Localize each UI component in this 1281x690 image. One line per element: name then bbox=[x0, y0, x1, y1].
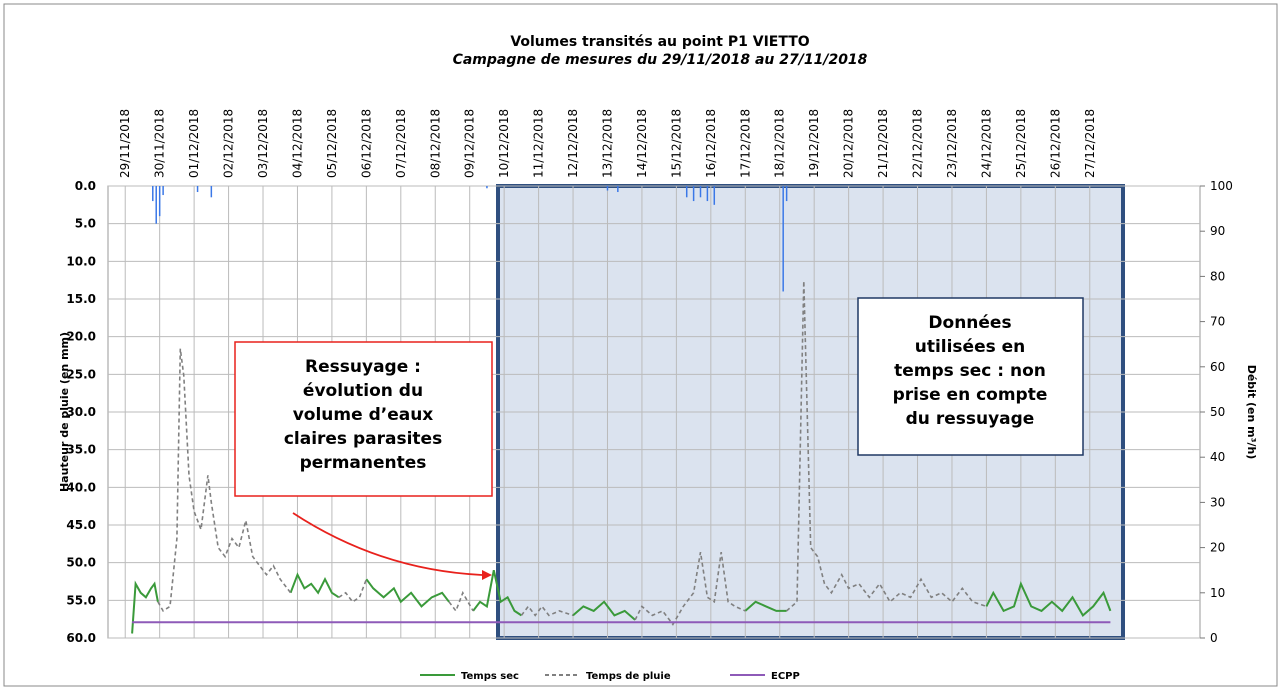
y-tick-label: 15.0 bbox=[66, 292, 96, 306]
legend-label: Temps sec bbox=[461, 671, 519, 682]
y-tick-label: 5.0 bbox=[75, 217, 96, 231]
legend-label: Temps de pluie bbox=[586, 671, 671, 682]
y-axis-label: Hauteur de pluie (en mm) bbox=[58, 332, 71, 492]
annotation-text: évolution du bbox=[303, 381, 423, 401]
x-tick-label: 07/12/2018 bbox=[394, 109, 408, 178]
chart-title: Volumes transités au point P1 VIETTO bbox=[510, 34, 809, 50]
x-tick-label: 17/12/2018 bbox=[738, 109, 752, 178]
annotation-text: Ressuyage : bbox=[305, 357, 421, 377]
y2-tick-label: 40 bbox=[1210, 450, 1225, 464]
x-tick-label: 04/12/2018 bbox=[290, 109, 304, 178]
y-tick-label: 10.0 bbox=[66, 254, 96, 268]
y2-tick-label: 0 bbox=[1210, 631, 1218, 645]
y2-tick-label: 100 bbox=[1210, 179, 1233, 193]
annotation-text: du ressuyage bbox=[906, 409, 1035, 429]
x-tick-label: 21/12/2018 bbox=[876, 109, 890, 178]
y-tick-label: 35.0 bbox=[66, 443, 96, 457]
arrow-head bbox=[482, 570, 492, 580]
x-tick-label: 30/11/2018 bbox=[153, 109, 167, 178]
x-tick-label: 11/12/2018 bbox=[532, 109, 546, 178]
x-tick-label: 05/12/2018 bbox=[325, 109, 339, 178]
annotation-box bbox=[857, 297, 1084, 456]
x-tick-label: 19/12/2018 bbox=[807, 109, 821, 178]
y-tick-label: 60.0 bbox=[66, 631, 96, 645]
y2-tick-label: 50 bbox=[1210, 405, 1225, 419]
x-tick-label: 13/12/2018 bbox=[600, 109, 614, 178]
y2-tick-label: 90 bbox=[1210, 224, 1225, 238]
x-tick-label: 23/12/2018 bbox=[945, 109, 959, 178]
x-tick-label: 02/12/2018 bbox=[222, 109, 236, 178]
y2-tick-label: 60 bbox=[1210, 360, 1225, 374]
y2-tick-label: 10 bbox=[1210, 586, 1225, 600]
y-tick-label: 50.0 bbox=[66, 556, 96, 570]
x-tick-label: 25/12/2018 bbox=[1014, 109, 1028, 178]
annotation-text: permanentes bbox=[300, 453, 427, 473]
chart-subtitle: Campagne de mesures du 29/11/2018 au 27/… bbox=[453, 52, 868, 68]
x-tick-label: 03/12/2018 bbox=[256, 109, 270, 178]
y-tick-label: 0.0 bbox=[75, 179, 96, 193]
x-tick-label: 22/12/2018 bbox=[911, 109, 925, 178]
x-tick-label: 01/12/2018 bbox=[187, 109, 201, 178]
annotation-text: utilisées en bbox=[915, 337, 1026, 357]
x-tick-label: 06/12/2018 bbox=[359, 109, 373, 178]
y2-tick-label: 30 bbox=[1210, 495, 1225, 509]
y2-axis-label: Débit (en m³/h) bbox=[1245, 365, 1258, 460]
x-tick-label: 09/12/2018 bbox=[463, 109, 477, 178]
annotation-text: prise en compte bbox=[893, 385, 1048, 405]
y-tick-label: 45.0 bbox=[66, 518, 96, 532]
x-tick-label: 29/11/2018 bbox=[118, 109, 132, 178]
y2-tick-label: 70 bbox=[1210, 315, 1225, 329]
legend-label: ECPP bbox=[771, 671, 800, 682]
annotation-text: Données bbox=[928, 313, 1011, 333]
x-tick-label: 20/12/2018 bbox=[842, 109, 856, 178]
series-line bbox=[157, 280, 987, 626]
y2-tick-label: 20 bbox=[1210, 541, 1225, 555]
x-tick-label: 27/12/2018 bbox=[1083, 109, 1097, 178]
x-tick-label: 08/12/2018 bbox=[428, 109, 442, 178]
x-tick-label: 26/12/2018 bbox=[1048, 109, 1062, 178]
x-tick-label: 15/12/2018 bbox=[669, 109, 683, 178]
x-tick-label: 24/12/2018 bbox=[979, 109, 993, 178]
x-tick-label: 10/12/2018 bbox=[497, 109, 511, 178]
annotation-text: claires parasites bbox=[284, 429, 442, 449]
x-tick-label: 14/12/2018 bbox=[635, 109, 649, 178]
y-tick-label: 25.0 bbox=[66, 367, 96, 381]
y-tick-label: 30.0 bbox=[66, 405, 96, 419]
annotation-box bbox=[234, 341, 493, 497]
x-tick-label: 18/12/2018 bbox=[773, 109, 787, 178]
y-tick-label: 40.0 bbox=[66, 480, 96, 494]
y2-tick-label: 80 bbox=[1210, 269, 1225, 283]
x-tick-label: 16/12/2018 bbox=[704, 109, 718, 178]
arrow bbox=[292, 512, 483, 576]
y-tick-label: 20.0 bbox=[66, 330, 96, 344]
x-tick-label: 12/12/2018 bbox=[566, 109, 580, 178]
annotation-text: volume d’eaux bbox=[293, 405, 434, 425]
series-line bbox=[131, 569, 1112, 634]
annotation-text: temps sec : non bbox=[894, 361, 1046, 381]
y-tick-label: 55.0 bbox=[66, 593, 96, 607]
